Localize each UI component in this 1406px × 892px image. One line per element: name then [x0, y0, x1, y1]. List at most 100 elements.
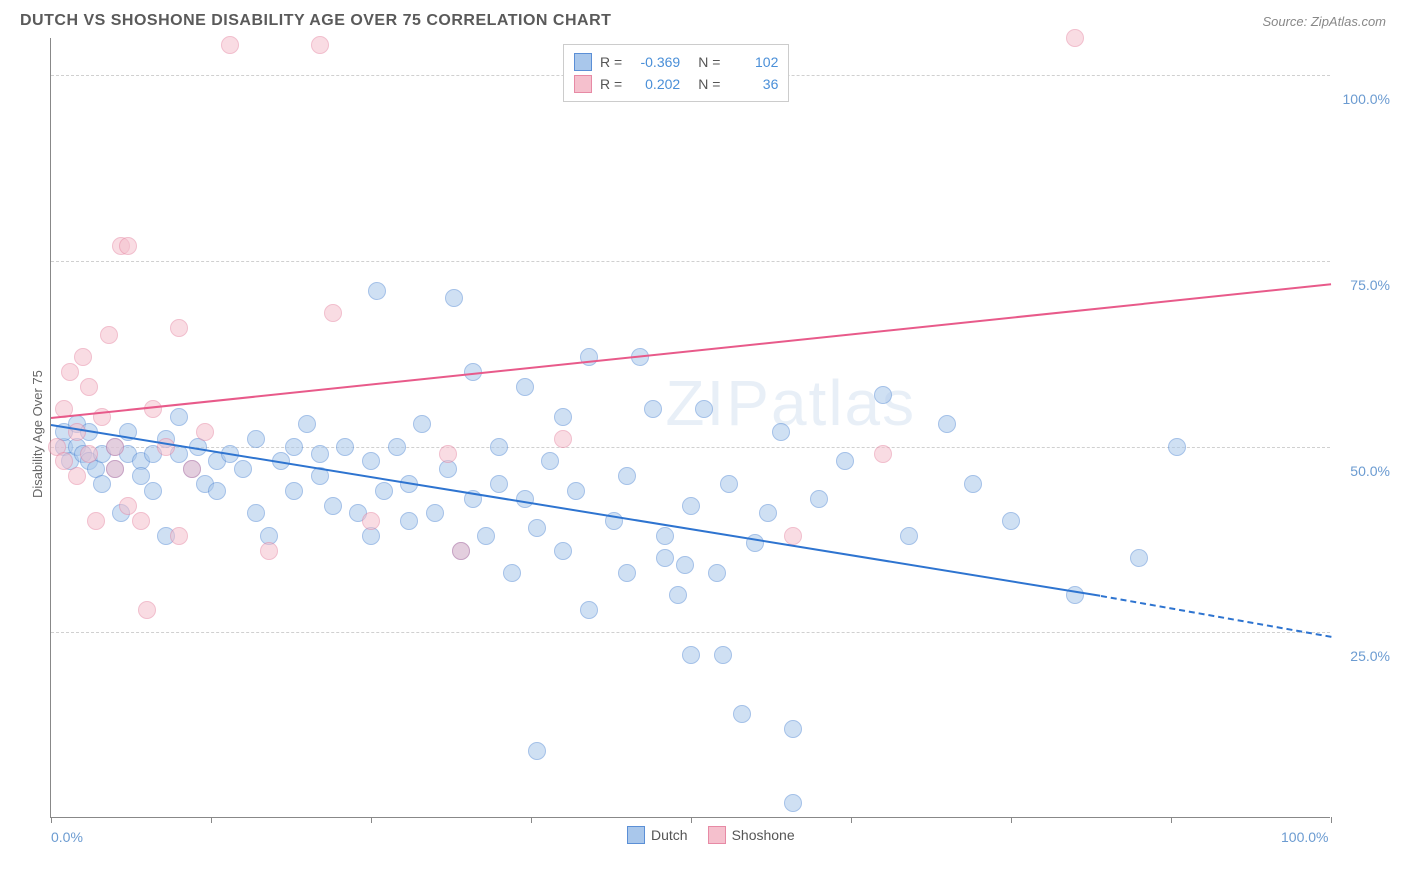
x-tick	[851, 817, 852, 823]
scatter-point	[682, 646, 700, 664]
stats-n-label: N =	[698, 54, 720, 70]
scatter-point	[682, 497, 700, 515]
scatter-point	[714, 646, 732, 664]
scatter-point	[132, 512, 150, 530]
x-tick	[371, 817, 372, 823]
scatter-point	[720, 475, 738, 493]
x-tick-label: 0.0%	[51, 829, 83, 845]
scatter-point	[554, 430, 572, 448]
scatter-point	[400, 512, 418, 530]
scatter-point	[80, 445, 98, 463]
stats-r-value: 0.202	[630, 76, 680, 92]
y-tick-label: 25.0%	[1350, 648, 1390, 664]
scatter-point	[784, 720, 802, 738]
stats-r-label: R =	[600, 76, 622, 92]
scatter-point	[55, 452, 73, 470]
gridline	[51, 632, 1330, 633]
scatter-point	[144, 400, 162, 418]
x-tick	[211, 817, 212, 823]
scatter-point	[567, 482, 585, 500]
stats-row: R =0.202N =36	[574, 73, 778, 95]
scatter-point	[580, 601, 598, 619]
trend-line	[51, 424, 1101, 597]
scatter-point	[900, 527, 918, 545]
legend-label: Dutch	[651, 827, 688, 843]
legend-swatch	[708, 826, 726, 844]
y-tick-label: 100.0%	[1343, 91, 1390, 107]
scatter-point	[132, 467, 150, 485]
scatter-point	[80, 378, 98, 396]
scatter-point	[119, 497, 137, 515]
scatter-point	[964, 475, 982, 493]
scatter-point	[554, 408, 572, 426]
scatter-point	[426, 504, 444, 522]
scatter-point	[247, 430, 265, 448]
scatter-point	[554, 542, 572, 560]
scatter-point	[324, 304, 342, 322]
scatter-point	[1066, 29, 1084, 47]
scatter-point	[1002, 512, 1020, 530]
scatter-point	[298, 415, 316, 433]
gridline	[51, 447, 1330, 448]
scatter-point	[1130, 549, 1148, 567]
scatter-point	[676, 556, 694, 574]
scatter-point	[68, 423, 86, 441]
scatter-point	[106, 438, 124, 456]
x-tick	[531, 817, 532, 823]
scatter-point	[618, 564, 636, 582]
chart-title: DUTCH VS SHOSHONE DISABILITY AGE OVER 75…	[20, 12, 611, 30]
series-swatch	[574, 75, 592, 93]
legend-item: Dutch	[627, 826, 688, 844]
scatter-point	[388, 438, 406, 456]
scatter-point	[439, 445, 457, 463]
scatter-point	[490, 438, 508, 456]
plot-area: 25.0%50.0%75.0%100.0%0.0%100.0%ZIPatlasR…	[50, 38, 1330, 818]
scatter-point	[490, 475, 508, 493]
trend-line	[51, 283, 1331, 419]
scatter-point	[324, 497, 342, 515]
scatter-point	[1168, 438, 1186, 456]
scatter-point	[157, 438, 175, 456]
scatter-point	[656, 527, 674, 545]
stats-n-value: 36	[728, 76, 778, 92]
header: DUTCH VS SHOSHONE DISABILITY AGE OVER 75…	[0, 0, 1406, 38]
scatter-point	[669, 586, 687, 604]
scatter-point	[413, 415, 431, 433]
scatter-point	[221, 36, 239, 54]
scatter-point	[516, 490, 534, 508]
x-tick	[51, 817, 52, 823]
y-tick-label: 75.0%	[1350, 277, 1390, 293]
scatter-point	[477, 527, 495, 545]
scatter-point	[445, 289, 463, 307]
scatter-point	[170, 319, 188, 337]
scatter-point	[285, 482, 303, 500]
scatter-point	[170, 408, 188, 426]
scatter-point	[208, 482, 226, 500]
scatter-point	[541, 452, 559, 470]
series-swatch	[574, 53, 592, 71]
scatter-point	[170, 527, 188, 545]
legend: Dutch Shoshone	[627, 826, 795, 844]
scatter-point	[708, 564, 726, 582]
x-tick	[1331, 817, 1332, 823]
scatter-point	[618, 467, 636, 485]
source-attribution: Source: ZipAtlas.com	[1262, 14, 1386, 29]
scatter-point	[656, 549, 674, 567]
scatter-point	[784, 527, 802, 545]
scatter-point	[503, 564, 521, 582]
scatter-point	[874, 445, 892, 463]
y-axis-label: Disability Age Over 75	[30, 370, 45, 498]
scatter-point	[810, 490, 828, 508]
x-tick	[691, 817, 692, 823]
scatter-point	[368, 282, 386, 300]
scatter-point	[285, 438, 303, 456]
scatter-point	[784, 794, 802, 812]
scatter-point	[247, 504, 265, 522]
scatter-point	[695, 400, 713, 418]
legend-item: Shoshone	[708, 826, 795, 844]
stats-box: R =-0.369N =102R =0.202N =36	[563, 44, 789, 102]
scatter-point	[106, 460, 124, 478]
stats-r-label: R =	[600, 54, 622, 70]
scatter-point	[580, 348, 598, 366]
stats-row: R =-0.369N =102	[574, 51, 778, 73]
